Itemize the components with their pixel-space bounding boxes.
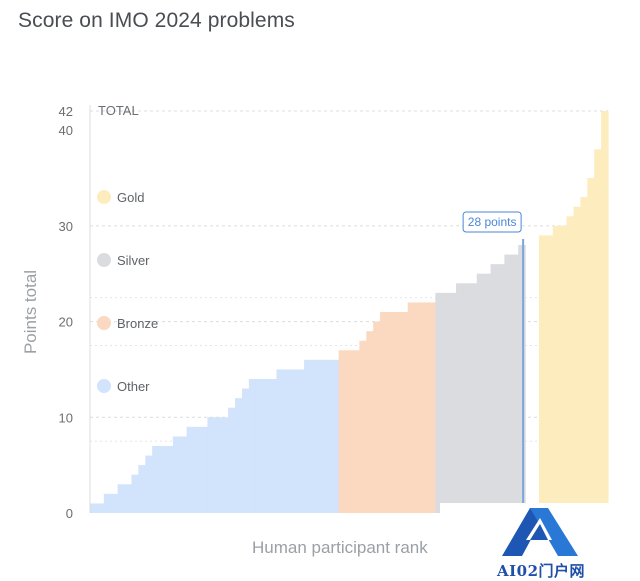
bar-other	[152, 446, 160, 513]
legend-swatch-other	[97, 379, 111, 393]
bar-other	[304, 359, 312, 513]
bar-bronze	[366, 331, 374, 513]
bar-bronze	[421, 302, 430, 513]
bar-other	[103, 493, 112, 513]
x-axis-title: Human participant rank	[252, 538, 428, 557]
bar-bronze	[400, 312, 409, 513]
bar-bronze	[407, 302, 416, 513]
bar-gold	[594, 149, 602, 514]
legend-label-silver: Silver	[117, 253, 150, 268]
bar-other	[200, 426, 209, 513]
bar-bronze	[386, 312, 395, 513]
bar-other	[179, 436, 188, 513]
bar-gold	[573, 206, 581, 513]
legend-swatch-silver	[97, 253, 111, 267]
bar-other	[131, 474, 139, 513]
bar-silver	[442, 292, 450, 513]
legend-swatch-bronze	[97, 316, 111, 330]
bar-other	[235, 398, 243, 513]
bar-gold	[601, 111, 609, 513]
bar-silver	[483, 273, 492, 513]
bar-other	[207, 417, 215, 513]
bar-other	[262, 379, 271, 513]
y-axis-title: Points total	[21, 270, 40, 354]
bar-other	[331, 359, 340, 513]
bar-other	[117, 484, 126, 513]
bar-other	[297, 369, 305, 513]
y-tick-label: 0	[66, 506, 73, 521]
bar-other	[90, 503, 98, 513]
bar-bronze	[338, 350, 347, 513]
bar-other	[221, 417, 229, 513]
bar-bronze	[393, 312, 402, 513]
y-tick-label: 42	[59, 104, 73, 119]
bar-other	[214, 417, 222, 513]
legend-label-bronze: Bronze	[117, 316, 158, 331]
bar-bronze	[414, 302, 423, 513]
y-tick-label: 20	[59, 315, 73, 330]
bar-other	[255, 379, 264, 513]
bar-silver	[462, 283, 471, 513]
bar-other	[124, 484, 133, 513]
bar-other	[290, 369, 298, 513]
bar-silver	[476, 273, 485, 513]
bar-other	[159, 446, 167, 513]
bar-other	[248, 379, 257, 513]
legend-label-gold: Gold	[117, 190, 144, 205]
bar-other	[241, 388, 250, 513]
bar-silver	[456, 283, 464, 513]
bar-gold	[587, 178, 595, 513]
legend-label-other: Other	[117, 379, 150, 394]
bar-bronze	[373, 321, 381, 513]
bar-other	[317, 359, 326, 513]
bar-silver	[490, 264, 499, 513]
bar-bronze	[352, 350, 360, 513]
bar-other	[110, 493, 119, 513]
bar-other	[283, 369, 291, 513]
bar-gold	[545, 235, 554, 513]
total-label: TOTAL	[98, 103, 139, 118]
bar-gold	[580, 197, 588, 513]
bar-other	[269, 379, 278, 513]
bar-other	[193, 426, 202, 513]
chart-title: Score on IMO 2024 problems	[18, 9, 295, 32]
bar-silver	[469, 283, 478, 513]
bar-gold	[566, 216, 575, 514]
bar-gold	[552, 225, 561, 513]
y-tick-label: 40	[59, 123, 73, 138]
bar-bronze	[428, 302, 436, 513]
bar-other	[96, 503, 105, 513]
watermark-logo-icon	[502, 508, 578, 556]
y-tick-label: 10	[59, 410, 73, 425]
bar-silver	[511, 254, 519, 514]
bar-silver	[435, 292, 443, 513]
bar-other	[276, 369, 284, 513]
annotation-label: 28 points	[468, 215, 517, 229]
bar-other	[311, 359, 319, 513]
legend-swatch-gold	[97, 190, 111, 204]
annotation-box	[462, 211, 522, 233]
bar-other	[186, 426, 195, 513]
bar-silver	[497, 264, 505, 513]
bar-bronze	[345, 350, 354, 513]
bar-other	[324, 359, 333, 513]
bar-silver	[504, 254, 512, 514]
bar-other	[138, 465, 146, 513]
bar-gold	[559, 225, 568, 513]
bar-other	[172, 436, 181, 513]
y-tick-label: 30	[59, 219, 73, 234]
bar-other	[165, 446, 174, 513]
bar-bronze	[359, 340, 367, 513]
watermark-text: AI02门户网	[497, 562, 586, 580]
bar-other	[145, 455, 153, 513]
bar-gold	[538, 235, 547, 513]
bar-other	[228, 407, 236, 513]
bar-silver	[518, 245, 526, 513]
bar-silver	[449, 292, 457, 513]
bar-bronze	[380, 312, 388, 513]
